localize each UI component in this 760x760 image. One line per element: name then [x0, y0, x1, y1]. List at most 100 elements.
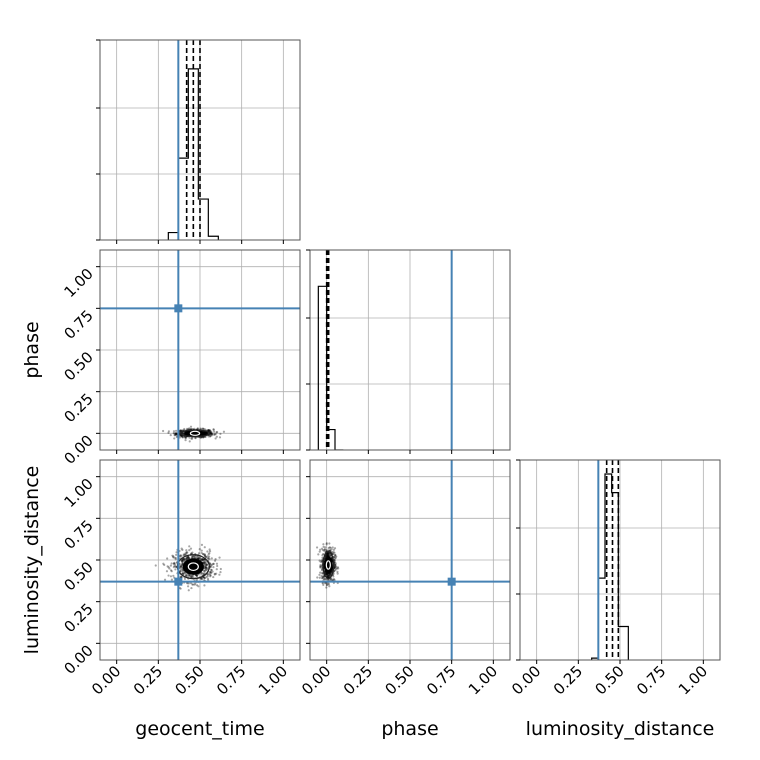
sample-point — [326, 574, 330, 577]
sample-point — [204, 431, 207, 435]
sample-point — [205, 566, 208, 570]
sample-point — [209, 574, 212, 577]
sample-point — [202, 553, 205, 556]
sample-point — [205, 432, 208, 435]
sample-point — [329, 554, 332, 557]
sample-point — [179, 575, 183, 578]
sample-point — [216, 564, 219, 568]
sample-point — [199, 436, 202, 439]
sample-point — [323, 549, 326, 553]
sample-point — [219, 567, 222, 571]
sample-point — [325, 548, 328, 552]
sample-point — [207, 572, 210, 575]
sample-point — [189, 547, 193, 550]
sample-point — [326, 552, 329, 555]
sample-point — [173, 561, 176, 564]
sample-point — [174, 432, 178, 435]
sample-point — [179, 567, 183, 571]
sample-point — [209, 565, 212, 569]
sample-point — [328, 542, 331, 545]
sample-point — [167, 430, 170, 433]
sample-point — [185, 556, 188, 559]
sample-point — [331, 546, 334, 549]
sample-point — [327, 582, 330, 585]
sample-point — [205, 432, 208, 436]
sample-point — [175, 551, 178, 554]
sample-point — [203, 566, 206, 569]
sample-point — [207, 435, 210, 438]
sample-point — [205, 563, 209, 566]
sample-point — [154, 564, 157, 567]
sample-point — [165, 570, 169, 573]
sample-point — [196, 574, 199, 577]
sample-point — [198, 548, 201, 551]
sample-point — [181, 548, 184, 551]
sample-point — [181, 570, 185, 573]
sample-point — [319, 566, 322, 569]
sample-point — [318, 550, 321, 553]
sample-point — [326, 553, 329, 556]
sample-point — [174, 432, 177, 435]
contour-level-0 — [322, 551, 335, 579]
y-tick-label: 0.75 — [60, 306, 96, 342]
sample-point — [204, 431, 207, 434]
sample-point — [204, 432, 208, 436]
sample-point — [213, 433, 216, 436]
sample-point — [332, 555, 336, 559]
sample-point — [209, 434, 212, 437]
sample-point — [195, 574, 198, 577]
sample-point — [166, 557, 169, 560]
sample-point — [191, 555, 194, 558]
sample-point — [334, 568, 337, 572]
sample-point — [201, 427, 204, 430]
sample-point — [167, 566, 170, 569]
sample-point — [209, 575, 212, 578]
sample-point — [182, 553, 185, 556]
sample-point — [325, 583, 328, 586]
sample-point — [218, 436, 222, 439]
sample-point — [334, 553, 337, 557]
sample-point — [212, 428, 215, 431]
sample-point — [204, 556, 208, 559]
sample-point — [207, 429, 210, 432]
contour-level-2 — [325, 560, 331, 570]
sample-point — [185, 556, 189, 559]
sample-point — [326, 583, 329, 587]
sample-point — [215, 572, 218, 575]
sample-point — [173, 564, 176, 568]
sample-point — [197, 556, 200, 559]
sample-point — [174, 432, 177, 436]
sample-point — [162, 562, 165, 565]
sample-point — [319, 548, 322, 551]
sample-point — [188, 545, 191, 548]
sample-point — [173, 433, 177, 437]
sample-point — [193, 427, 196, 430]
sample-point — [181, 559, 184, 562]
sample-point — [325, 573, 328, 576]
sample-point — [336, 566, 339, 569]
x-tick-label: 0.75 — [633, 662, 669, 698]
sample-point — [184, 436, 187, 440]
sample-point — [326, 552, 329, 555]
sample-point — [202, 553, 205, 556]
x-axis-title-phase: phase — [381, 718, 438, 740]
sample-point — [210, 432, 214, 436]
sample-point — [326, 578, 330, 581]
sample-point — [319, 565, 322, 568]
sample-point — [181, 572, 185, 575]
sample-point — [200, 551, 203, 555]
sample-point — [323, 548, 326, 551]
sample-point — [324, 572, 327, 575]
sample-point — [326, 554, 329, 557]
sample-point — [322, 575, 325, 579]
sample-point — [325, 543, 328, 546]
sample-point — [334, 564, 337, 567]
sample-point — [203, 561, 206, 564]
sample-point — [185, 557, 189, 560]
sample-point — [204, 561, 207, 565]
sample-point — [211, 432, 214, 435]
sample-point — [207, 429, 210, 432]
sample-point — [190, 586, 193, 590]
y-tick-label: 0.50 — [60, 558, 96, 594]
